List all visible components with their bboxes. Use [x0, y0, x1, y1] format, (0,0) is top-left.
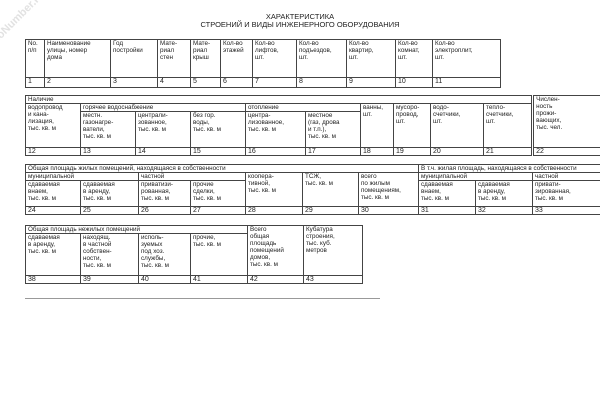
header-cell: без гор. воды, тыс. кв. м	[190, 111, 246, 148]
header-cell: сдаваемая внаем, тыс. кв. м	[418, 180, 476, 207]
subgroup-municipal: муниципальной	[25, 172, 139, 181]
column-number: 6	[220, 77, 253, 88]
column-number: 33	[531, 206, 600, 215]
column-number: 43	[303, 275, 363, 284]
header-cell: сдаваемая в аренду, тыс. кв. м	[475, 180, 533, 207]
column-number: 8	[296, 77, 347, 88]
header-cell: Кол-во электроплит, шт.	[432, 39, 501, 78]
header-cell: Всего общая площадь помещений домов, тыс…	[247, 225, 304, 276]
header-cell: Мате- риал стен	[157, 39, 191, 78]
column-number: 30	[358, 206, 419, 215]
header-cell: Кубатура строения, тыс. куб. метров	[303, 225, 363, 276]
subgroup-private: частной	[138, 172, 246, 181]
column-number: 2	[44, 77, 111, 88]
column-number: 25	[80, 206, 139, 215]
table-nonresidential-area: Общая площадь нежилых помещений Всего общ…	[25, 225, 363, 284]
table-residential-area: Общая площадь жилых помещений, находящая…	[25, 164, 600, 215]
header-cell: местное (газ, дрова и т.п.), тыс. кв. м	[305, 111, 361, 148]
column-number: 19	[393, 147, 431, 156]
group-header: Общая площадь жилых помещений, находящая…	[25, 164, 419, 173]
column-number: 9	[346, 77, 396, 88]
column-number: 21	[482, 147, 534, 156]
header-cell: центра- лизованное, тыс. кв. м	[245, 111, 306, 148]
column-number: 1	[25, 77, 45, 88]
doc-title: ХАРАКТЕРИСТИКА	[265, 12, 335, 21]
header-cell: Мате- риал крыш	[190, 39, 221, 78]
header-cell: водопровод и кана- лизация, тыс. кв. м	[25, 103, 81, 148]
group-header: В т.ч. жилая площадь, находящаяся в собс…	[417, 164, 600, 173]
column-number: 17	[305, 147, 361, 156]
column-number: 16	[245, 147, 306, 156]
column-number: 15	[190, 147, 246, 156]
column-number: 14	[135, 147, 191, 156]
header-cell: сдаваемая внаем, тыс. кв. м	[25, 180, 81, 207]
header-cell: Кол-во квартир, шт.	[346, 39, 396, 78]
column-number: 42	[247, 275, 304, 284]
header-cell: мусоро- провод, шт.	[393, 103, 431, 148]
column-number: 3	[110, 77, 158, 88]
header-cell: No. п/п	[25, 39, 45, 78]
header-cell: сдаваемая в аренду, тыс. кв. м	[80, 180, 139, 207]
header-cell: ванны, шт.	[360, 103, 394, 148]
header-cell: Числен- ность прожи- вающих, тыс. чел.	[531, 95, 600, 148]
table-utilities: Наличие Числен- ность прожи- вающих, тыс.…	[24, 95, 600, 156]
column-number: 31	[418, 206, 476, 215]
header-cell: Наименование улицы, номер дома	[44, 39, 111, 78]
column-number: 32	[475, 206, 533, 215]
header-cell: централи- зованное, тыс. кв. м	[135, 111, 191, 148]
column-number: 10	[395, 77, 433, 88]
column-number: 28	[245, 206, 303, 215]
header-cell: прочие, тыс. кв. м	[190, 233, 248, 276]
column-number: 38	[25, 275, 81, 284]
column-number: 12	[25, 147, 81, 156]
column-number: 11	[432, 77, 501, 88]
column-number: 24	[25, 206, 81, 215]
column-number: 20	[430, 147, 484, 156]
header-cell: прочие сделки, тыс. кв. м	[190, 180, 246, 207]
table-building-info: No. п/п Наименование улицы, номер дома Год…	[25, 39, 501, 88]
column-number: 39	[80, 275, 139, 284]
header-cell: приватизи- рованная, тыс. кв. м	[138, 180, 191, 207]
column-number: 40	[138, 275, 191, 284]
header-cell: коопера- тивной, тыс. кв. м	[245, 172, 303, 207]
column-number: 29	[302, 206, 359, 215]
column-number: 5	[190, 77, 221, 88]
column-number: 41	[190, 275, 248, 284]
group-header: Общая площадь нежилых помещений	[25, 225, 248, 234]
header-cell: водо- счетчики, шт.	[430, 103, 484, 148]
column-number: 18	[360, 147, 394, 156]
column-number: 26	[138, 206, 191, 215]
column-number: 4	[157, 77, 191, 88]
header-cell: сдаваемая в аренду, тыс. кв. м	[25, 233, 81, 276]
column-number: 7	[252, 77, 297, 88]
column-number: 13	[80, 147, 136, 156]
header-cell: всего по жилым помещениям, тыс. кв. м	[358, 172, 419, 207]
header-cell: ТСЖ, тыс. кв. м	[302, 172, 359, 207]
header-cell: Кол-во комнат, шт.	[395, 39, 433, 78]
header-cell: Кол-во подъездов, шт.	[296, 39, 347, 78]
header-cell: Кол-во лифтов, шт.	[252, 39, 297, 78]
header-cell: местн. газонагре- ватели, тыс. кв. м	[80, 111, 136, 148]
header-cell: исполь- зуемых под хоз. службы, тыс. кв.…	[138, 233, 191, 276]
column-number: 22	[531, 147, 600, 156]
header-cell: тепло- счетчики, шт.	[482, 103, 534, 148]
header-cell: находящ. в частной собствен- ности, тыс.…	[80, 233, 139, 276]
subgroup-municipal: муниципальной	[418, 172, 533, 181]
header-cell: Кол-во этажей	[220, 39, 253, 78]
group-header: горячее водоснабжение	[80, 103, 246, 112]
column-number: 27	[190, 206, 246, 215]
group-header: отопление	[245, 103, 361, 112]
header-cell: привати- зированная, тыс. кв. м	[531, 180, 600, 207]
group-header: Наличие	[24, 95, 534, 104]
doc-subtitle: СТРОЕНИЙ И ВИДЫ ИНЖЕНЕРНОГО ОБОРУДОВАНИЯ	[200, 20, 400, 29]
divider-line	[25, 298, 380, 299]
subgroup-private: частной	[531, 172, 600, 181]
header-cell: Год постройки	[110, 39, 158, 78]
